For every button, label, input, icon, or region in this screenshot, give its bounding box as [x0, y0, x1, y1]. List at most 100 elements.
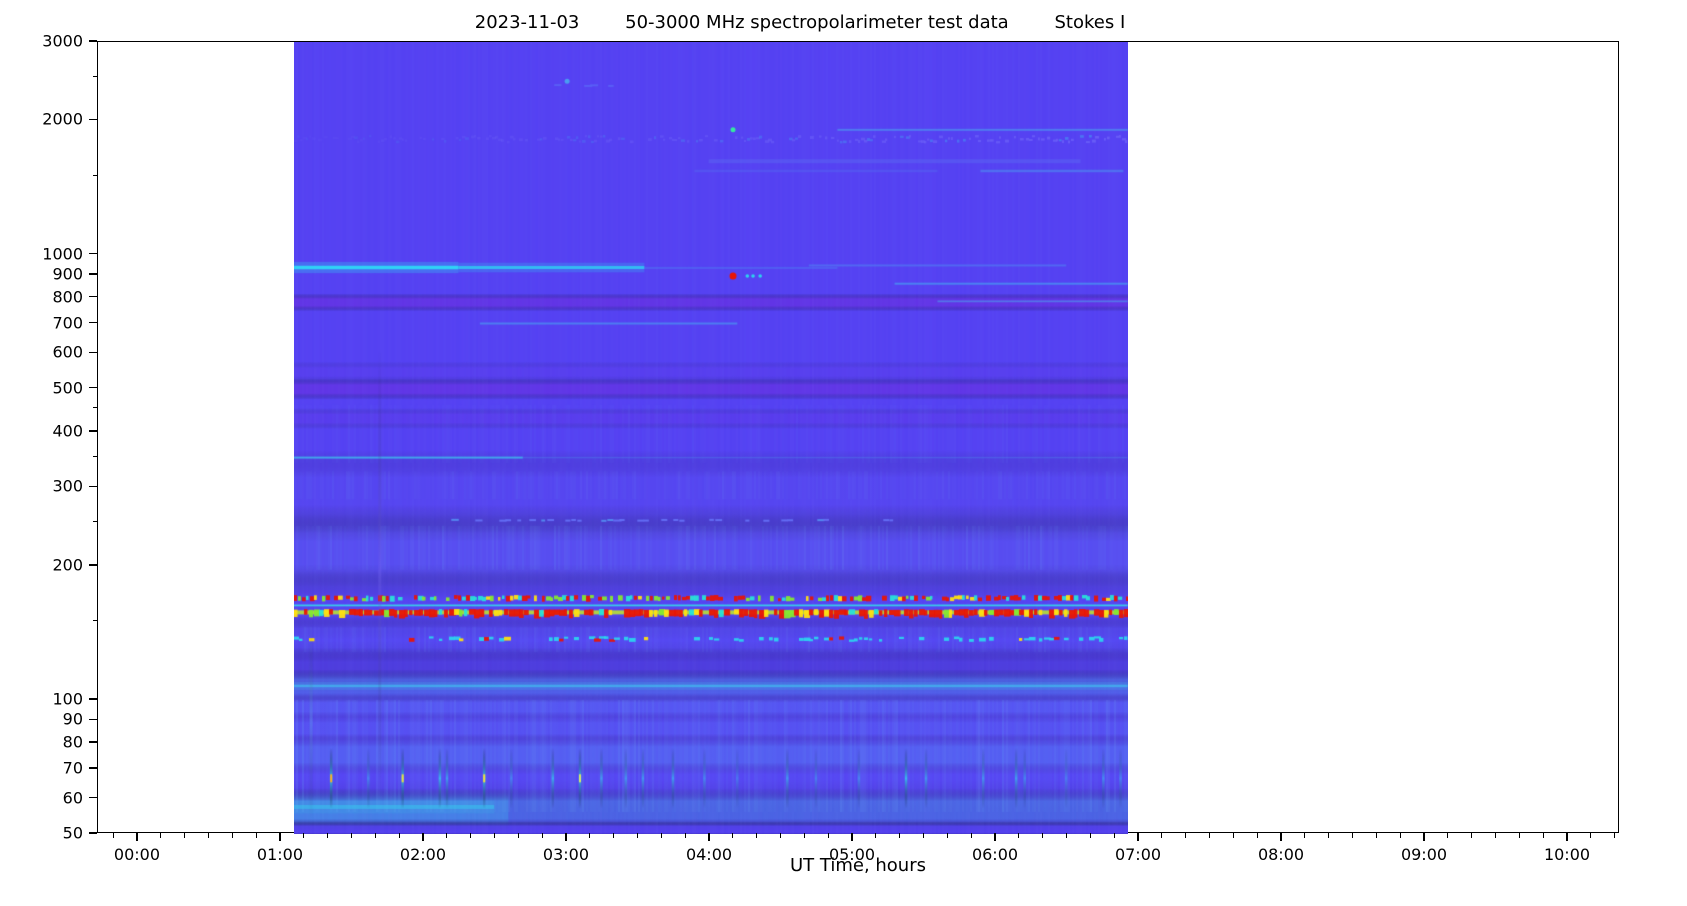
x-minor-tick: [1352, 833, 1353, 838]
x-tick: [708, 833, 710, 841]
x-minor-tick: [1542, 833, 1544, 838]
x-minor-tick: [493, 833, 495, 838]
x-tick: [851, 833, 853, 841]
x-minor-tick: [589, 833, 591, 838]
x-tick: [422, 833, 424, 841]
x-minor-tick: [207, 833, 209, 838]
y-tick: [89, 252, 97, 255]
x-minor-tick: [231, 833, 233, 838]
x-minor-tick: [970, 833, 972, 838]
x-tick: [1137, 833, 1139, 841]
x-minor-tick: [827, 833, 829, 838]
x-minor-tick: [684, 833, 686, 838]
plot-area: [97, 41, 1619, 834]
y-tick: [89, 40, 97, 42]
x-tick-label: 08:00: [1257, 845, 1305, 864]
x-minor-tick: [1375, 833, 1377, 838]
x-tick-label: 07:00: [1114, 845, 1162, 864]
x-minor-tick: [1328, 833, 1330, 838]
x-tick-label: 03:00: [542, 845, 590, 864]
x-minor-tick: [350, 833, 352, 838]
x-tick: [565, 833, 567, 841]
x-minor-tick: [1614, 833, 1616, 838]
x-minor-tick: [303, 833, 305, 838]
x-minor-tick: [637, 833, 638, 838]
x-minor-tick: [1518, 833, 1520, 838]
x-tick-label: 02:00: [399, 845, 447, 864]
x-minor-tick: [470, 833, 472, 838]
x-minor-tick: [1471, 833, 1473, 838]
x-minor-tick: [1256, 833, 1258, 838]
y-tick: [89, 485, 97, 488]
y-minor-tick: [92, 521, 97, 523]
chart-title: 2023-11-03 50-3000 MHz spectropolarimete…: [474, 12, 1126, 33]
y-tick-label: 200: [52, 555, 83, 575]
x-minor-tick: [803, 833, 805, 838]
y-tick: [89, 767, 97, 769]
x-minor-tick: [1447, 833, 1449, 838]
x-minor-tick: [875, 833, 877, 838]
y-minor-tick: [92, 75, 97, 77]
y-tick: [89, 718, 97, 721]
y-minor-tick: [92, 407, 97, 409]
y-tick: [89, 741, 97, 743]
x-minor-tick: [112, 833, 114, 838]
y-tick: [89, 295, 97, 298]
y-tick: [89, 832, 97, 834]
y-tick-label: 1000: [42, 244, 83, 263]
x-minor-tick: [1590, 833, 1592, 838]
x-tick: [279, 833, 281, 841]
x-minor-tick: [446, 833, 448, 838]
x-minor-tick: [184, 833, 186, 838]
y-tick: [89, 321, 97, 324]
x-tick-label: 04:00: [685, 845, 733, 864]
y-minor-tick: [92, 456, 97, 458]
x-minor-tick: [255, 833, 257, 838]
y-tick-label: 90: [62, 709, 83, 729]
x-tick-label: 01:00: [256, 845, 304, 864]
x-axis-title: UT Time, hours: [790, 855, 926, 876]
x-tick: [136, 833, 138, 841]
y-tick-label: 80: [62, 732, 83, 752]
y-tick: [89, 796, 97, 799]
x-minor-tick: [1113, 833, 1115, 838]
x-tick-label: 06:00: [971, 845, 1019, 864]
x-minor-tick: [517, 833, 519, 838]
x-minor-tick: [756, 833, 758, 838]
x-minor-tick: [1089, 833, 1091, 838]
y-tick-label: 3000: [42, 31, 83, 51]
x-minor-tick: [613, 833, 615, 838]
y-tick: [89, 564, 97, 566]
y-tick-label: 100: [52, 689, 83, 709]
x-minor-tick: [946, 833, 948, 838]
x-tick-label: 09:00: [1400, 845, 1448, 864]
y-tick-label: 300: [52, 476, 83, 496]
spectrogram-canvas: [293, 42, 1128, 834]
x-minor-tick: [1209, 833, 1210, 838]
y-tick: [89, 351, 97, 354]
x-minor-tick: [327, 833, 329, 838]
y-tick: [89, 273, 97, 275]
x-minor-tick: [1161, 833, 1163, 838]
x-minor-tick: [398, 833, 400, 838]
x-tick: [994, 833, 996, 841]
x-tick: [1280, 833, 1282, 841]
x-minor-tick: [1399, 833, 1401, 838]
x-minor-tick: [1232, 833, 1234, 838]
x-minor-tick: [660, 833, 662, 838]
x-tick-label: 00:00: [113, 845, 161, 864]
y-tick-label: 500: [52, 378, 83, 398]
x-minor-tick: [1066, 833, 1067, 838]
x-tick: [1566, 833, 1568, 841]
y-minor-tick: [92, 174, 97, 176]
x-minor-tick: [1018, 833, 1020, 838]
x-minor-tick: [780, 833, 781, 838]
y-tick-label: 700: [52, 313, 83, 332]
y-tick-label: 800: [52, 287, 83, 307]
y-tick-label: 400: [52, 421, 83, 441]
x-minor-tick: [374, 833, 376, 838]
y-tick-label: 50: [62, 823, 83, 843]
y-tick: [89, 698, 97, 700]
x-minor-tick: [732, 833, 734, 838]
